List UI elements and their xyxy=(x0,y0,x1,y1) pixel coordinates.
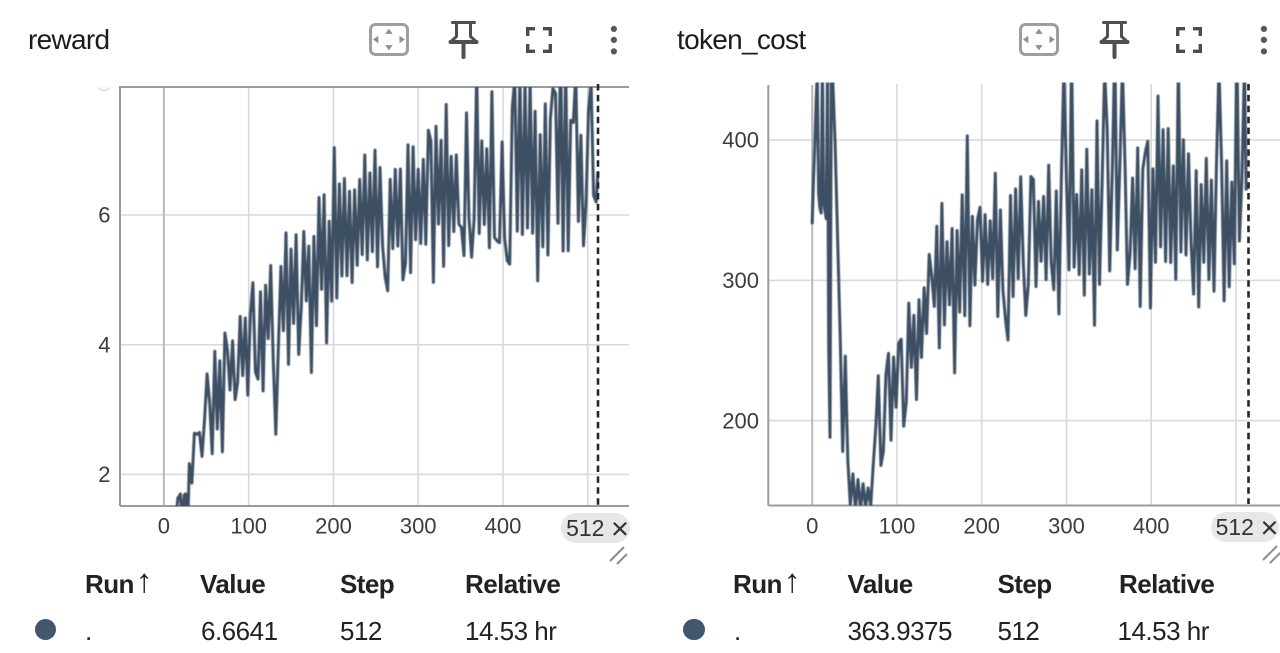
svg-text:0: 0 xyxy=(158,514,170,539)
svg-text:300: 300 xyxy=(400,514,437,539)
svg-text:400: 400 xyxy=(722,128,759,153)
svg-text:100: 100 xyxy=(879,514,916,539)
svg-text:6: 6 xyxy=(98,203,110,228)
svg-text:200: 200 xyxy=(963,514,1000,539)
svg-text:400: 400 xyxy=(485,514,522,539)
svg-text:2: 2 xyxy=(98,462,110,487)
svg-text:200: 200 xyxy=(315,514,352,539)
svg-text:4: 4 xyxy=(98,333,110,358)
svg-text:300: 300 xyxy=(1048,514,1085,539)
svg-text:300: 300 xyxy=(722,268,759,293)
svg-text:400: 400 xyxy=(1133,514,1170,539)
svg-text:100: 100 xyxy=(230,514,267,539)
svg-text:200: 200 xyxy=(722,408,759,433)
svg-text:0: 0 xyxy=(806,514,818,539)
